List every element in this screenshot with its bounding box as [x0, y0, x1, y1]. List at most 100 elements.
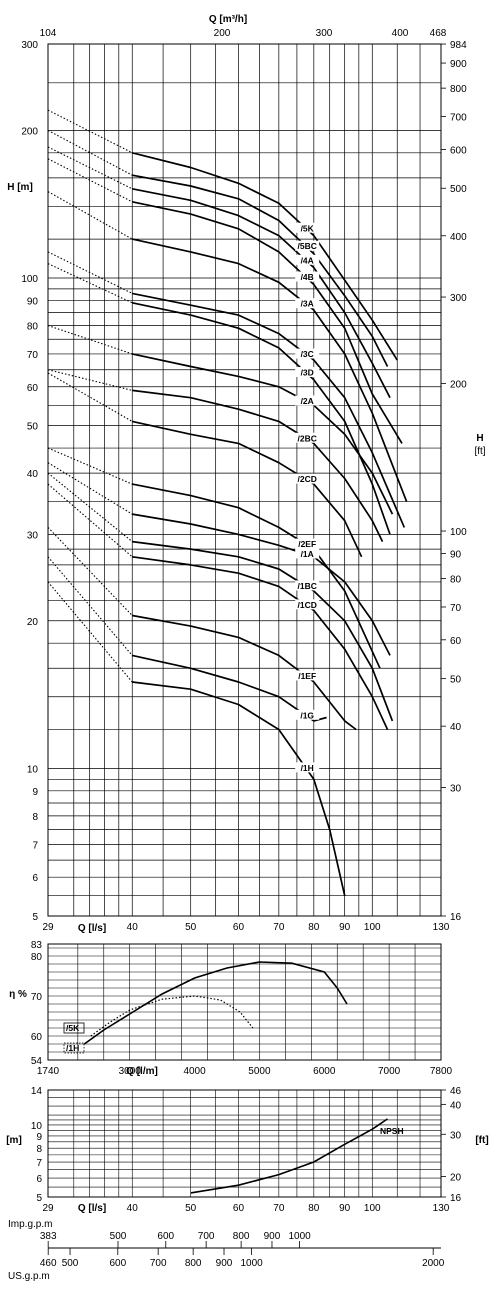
x-tick-label: 50	[185, 922, 197, 933]
curve-label: /2A	[301, 396, 314, 406]
y2-tick-label: 600	[450, 145, 467, 156]
right-axis-ticks: 16 30 40 50 60 70 80 90 100 200 300 400 500 600 700 800…	[441, 40, 467, 923]
curve-extrapolation	[47, 251, 133, 294]
curve-extrapolation	[47, 372, 133, 422]
y2-tick-label: 984	[450, 40, 467, 51]
us-gpm-tick-label: 460	[40, 1258, 57, 1269]
y2-tick-label: 80	[450, 575, 462, 586]
curve-label: /1H	[301, 763, 314, 773]
curve-label-bg	[295, 599, 320, 610]
head-curve	[132, 238, 408, 502]
head-curve	[131, 151, 398, 361]
npsh-y-tick-label: 5	[36, 1193, 42, 1204]
curve-extrapolation	[47, 581, 133, 683]
curve-extrapolation	[47, 146, 133, 190]
imp-gpm-tick-label: 383	[40, 1231, 57, 1242]
efficiency-axis-title: η %	[9, 989, 27, 1000]
y-tick-label: 50	[27, 422, 39, 433]
curve-label: /3D	[301, 368, 314, 378]
efficiency-curves	[83, 961, 348, 1045]
us-gpm-tick-label: 2000	[422, 1258, 445, 1269]
curve-label: /1A	[301, 549, 314, 559]
eff-y-tick-label: 70	[31, 992, 43, 1003]
imp-gpm-tick-label: 1000	[288, 1231, 311, 1242]
curve-label-bg	[295, 240, 320, 251]
y2-tick-label: 200	[450, 379, 467, 390]
curve-label-bg	[295, 670, 320, 681]
us-gpm-tick-label: 500	[62, 1258, 79, 1269]
curve-label-bg	[295, 473, 320, 484]
curve-label: /5K	[301, 223, 315, 233]
curve-label-bg	[295, 298, 320, 309]
head-curve	[132, 681, 346, 896]
curve-label: /1G	[300, 710, 314, 720]
eff-y-tick-label: 54	[31, 1056, 43, 1067]
curve-label-bg	[295, 395, 320, 406]
y-tick-label: 60	[27, 383, 39, 394]
npsh-x-tick-label: 70	[273, 1203, 285, 1214]
curve-extrapolation	[47, 462, 133, 515]
curve-extrapolation	[47, 447, 133, 485]
x-tick-label: 90	[339, 922, 351, 933]
y-tick-label: 300	[21, 40, 38, 51]
us-gpm-tick-label: 600	[109, 1258, 126, 1269]
bottom-axis-title: Q [l/s]	[78, 923, 106, 934]
npsh-y-tick-label: 10	[31, 1121, 43, 1132]
curve-extrapolation	[47, 472, 133, 543]
npsh-x-tick-label: 50	[185, 1203, 197, 1214]
y-tick-label: 5	[32, 912, 38, 923]
curve-label: /1BC	[297, 581, 316, 591]
curve-label: /2BC	[297, 433, 316, 443]
curve-extrapolation	[47, 109, 133, 154]
y-tick-label: 40	[27, 469, 39, 480]
y2-tick-label: 60	[450, 636, 462, 647]
left-axis-ticks: 5 6 7 8 9 10 20 30 40 50 60 70 80 90 100 200 300	[21, 40, 38, 923]
y2-tick-label: 90	[450, 549, 462, 560]
curve-label-bg	[295, 271, 320, 282]
npsh-y-tick-label: 6	[36, 1174, 42, 1185]
head-curve	[132, 614, 357, 731]
legend-1h-label: /1H	[66, 1043, 79, 1053]
imp-gpm-tick-label: 500	[110, 1231, 127, 1242]
npsh-x-tick-label: 90	[339, 1203, 351, 1214]
curve-label: /3A	[301, 299, 314, 309]
us-gpm-ticks: 460 500 600 700 800 900 1000 2000	[40, 1248, 445, 1269]
x-tick-label: 40	[127, 922, 139, 933]
head-curve	[132, 420, 363, 558]
npsh-right-unit: [ft]	[475, 1135, 488, 1146]
npsh-y2-tick-label: 40	[450, 1100, 462, 1111]
curve-label: /2EF	[298, 539, 316, 549]
head-curve	[132, 540, 394, 722]
curve-label: /4A	[301, 255, 314, 265]
npsh-y-tick-label: 7	[36, 1158, 42, 1169]
y2-tick-label: 300	[450, 293, 467, 304]
y-tick-label: 70	[27, 350, 39, 361]
head-chart-frame	[47, 43, 442, 917]
curve-label-bg	[295, 348, 320, 359]
head-curve	[132, 483, 381, 669]
imp-gpm-tick-label: 700	[198, 1231, 215, 1242]
eff-x-tick-label: 4000	[183, 1066, 206, 1077]
eff-y-tick-label: 60	[31, 1032, 43, 1043]
eff-y-tick-label: 83	[31, 940, 43, 951]
head-chart: /5K/5BC/4A/4B/3A/3C/3D/2A/2BC/2CD/2EF/1A…	[7, 14, 486, 934]
y2-tick-label: 500	[450, 184, 467, 195]
right-axis-unit: [ft]	[474, 446, 485, 457]
npsh-x-tick-label: 60	[233, 1203, 245, 1214]
head-chart-curve-labels: /5K/5BC/4A/4B/3A/3C/3D/2A/2BC/2CD/2EF/1A…	[295, 222, 320, 773]
head-curve	[132, 174, 389, 367]
efficiency-curve	[83, 961, 348, 1045]
npsh-x-tick-label: 29	[42, 1203, 54, 1214]
eff-x-tick-label: 1740	[37, 1066, 60, 1077]
x-tick-label: 100	[364, 922, 381, 933]
legend-1h-box	[63, 1042, 85, 1054]
head-curve	[132, 292, 406, 528]
y2-tick-label: 70	[450, 603, 462, 614]
curve-extrapolation	[47, 263, 133, 304]
top-axis-title: Q [m³/h]	[209, 14, 247, 25]
y2-tick-label: 900	[450, 59, 467, 70]
head-curve	[132, 187, 391, 399]
y-tick-label: 10	[27, 764, 39, 775]
npsh-y2-tick-label: 20	[450, 1172, 462, 1183]
